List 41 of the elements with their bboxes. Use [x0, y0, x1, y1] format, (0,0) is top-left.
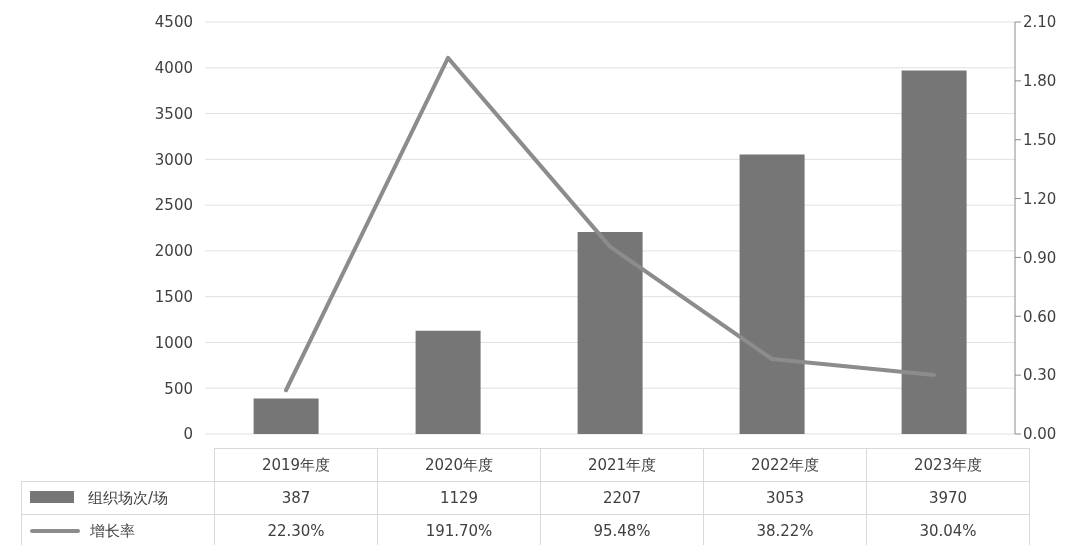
data-label: 3053 — [703, 481, 867, 515]
bar — [253, 398, 319, 434]
legend-label: 增长率 — [21, 514, 215, 545]
line-series — [284, 55, 936, 393]
bar — [415, 330, 481, 434]
legend-label: 组织场次/场 — [21, 481, 215, 515]
data-label: 95.48% — [540, 514, 704, 545]
y-tick-label: 4500 — [154, 13, 193, 32]
data-label: 2207 — [540, 481, 704, 515]
data-label: 1129 — [377, 481, 541, 515]
y-tick-label: 4000 — [154, 59, 193, 78]
y2-tick-label: 0.60 — [1023, 307, 1057, 326]
y-tick-label: 3500 — [154, 104, 193, 123]
y-tick-label: 1000 — [154, 333, 193, 352]
data-label: 387 — [214, 481, 378, 515]
data-label: 3970 — [866, 481, 1030, 515]
y-tick-label: 0 — [183, 425, 193, 444]
y-tick-label: 500 — [164, 379, 193, 398]
data-label: 30.04% — [866, 514, 1030, 545]
y2-tick-label: 1.20 — [1023, 189, 1057, 208]
x-tick-label: 2021年度 — [540, 448, 704, 482]
y2-tick-label: 0.00 — [1023, 425, 1057, 444]
y2-tick-label: 0.30 — [1023, 366, 1057, 385]
y2-tick-label: 1.50 — [1023, 131, 1057, 150]
y-tick-label: 2000 — [154, 242, 193, 261]
data-label: 38.22% — [703, 514, 867, 545]
y-tick-label: 1500 — [154, 287, 193, 306]
data-label: 191.70% — [377, 514, 541, 545]
y2-tick-label: 2.10 — [1023, 13, 1057, 32]
bar — [901, 70, 967, 434]
x-tick-label: 2023年度 — [866, 448, 1030, 482]
y-tick-label: 2500 — [154, 196, 193, 215]
y2-tick-label: 1.80 — [1023, 72, 1057, 91]
bar — [577, 231, 643, 434]
x-tick-label: 2019年度 — [214, 448, 378, 482]
x-tick-label: 2020年度 — [377, 448, 541, 482]
y-tick-label: 3000 — [154, 150, 193, 169]
x-tick-label: 2022年度 — [703, 448, 867, 482]
y2-tick-label: 0.90 — [1023, 248, 1057, 267]
bar — [739, 154, 805, 434]
data-label: 22.30% — [214, 514, 378, 545]
